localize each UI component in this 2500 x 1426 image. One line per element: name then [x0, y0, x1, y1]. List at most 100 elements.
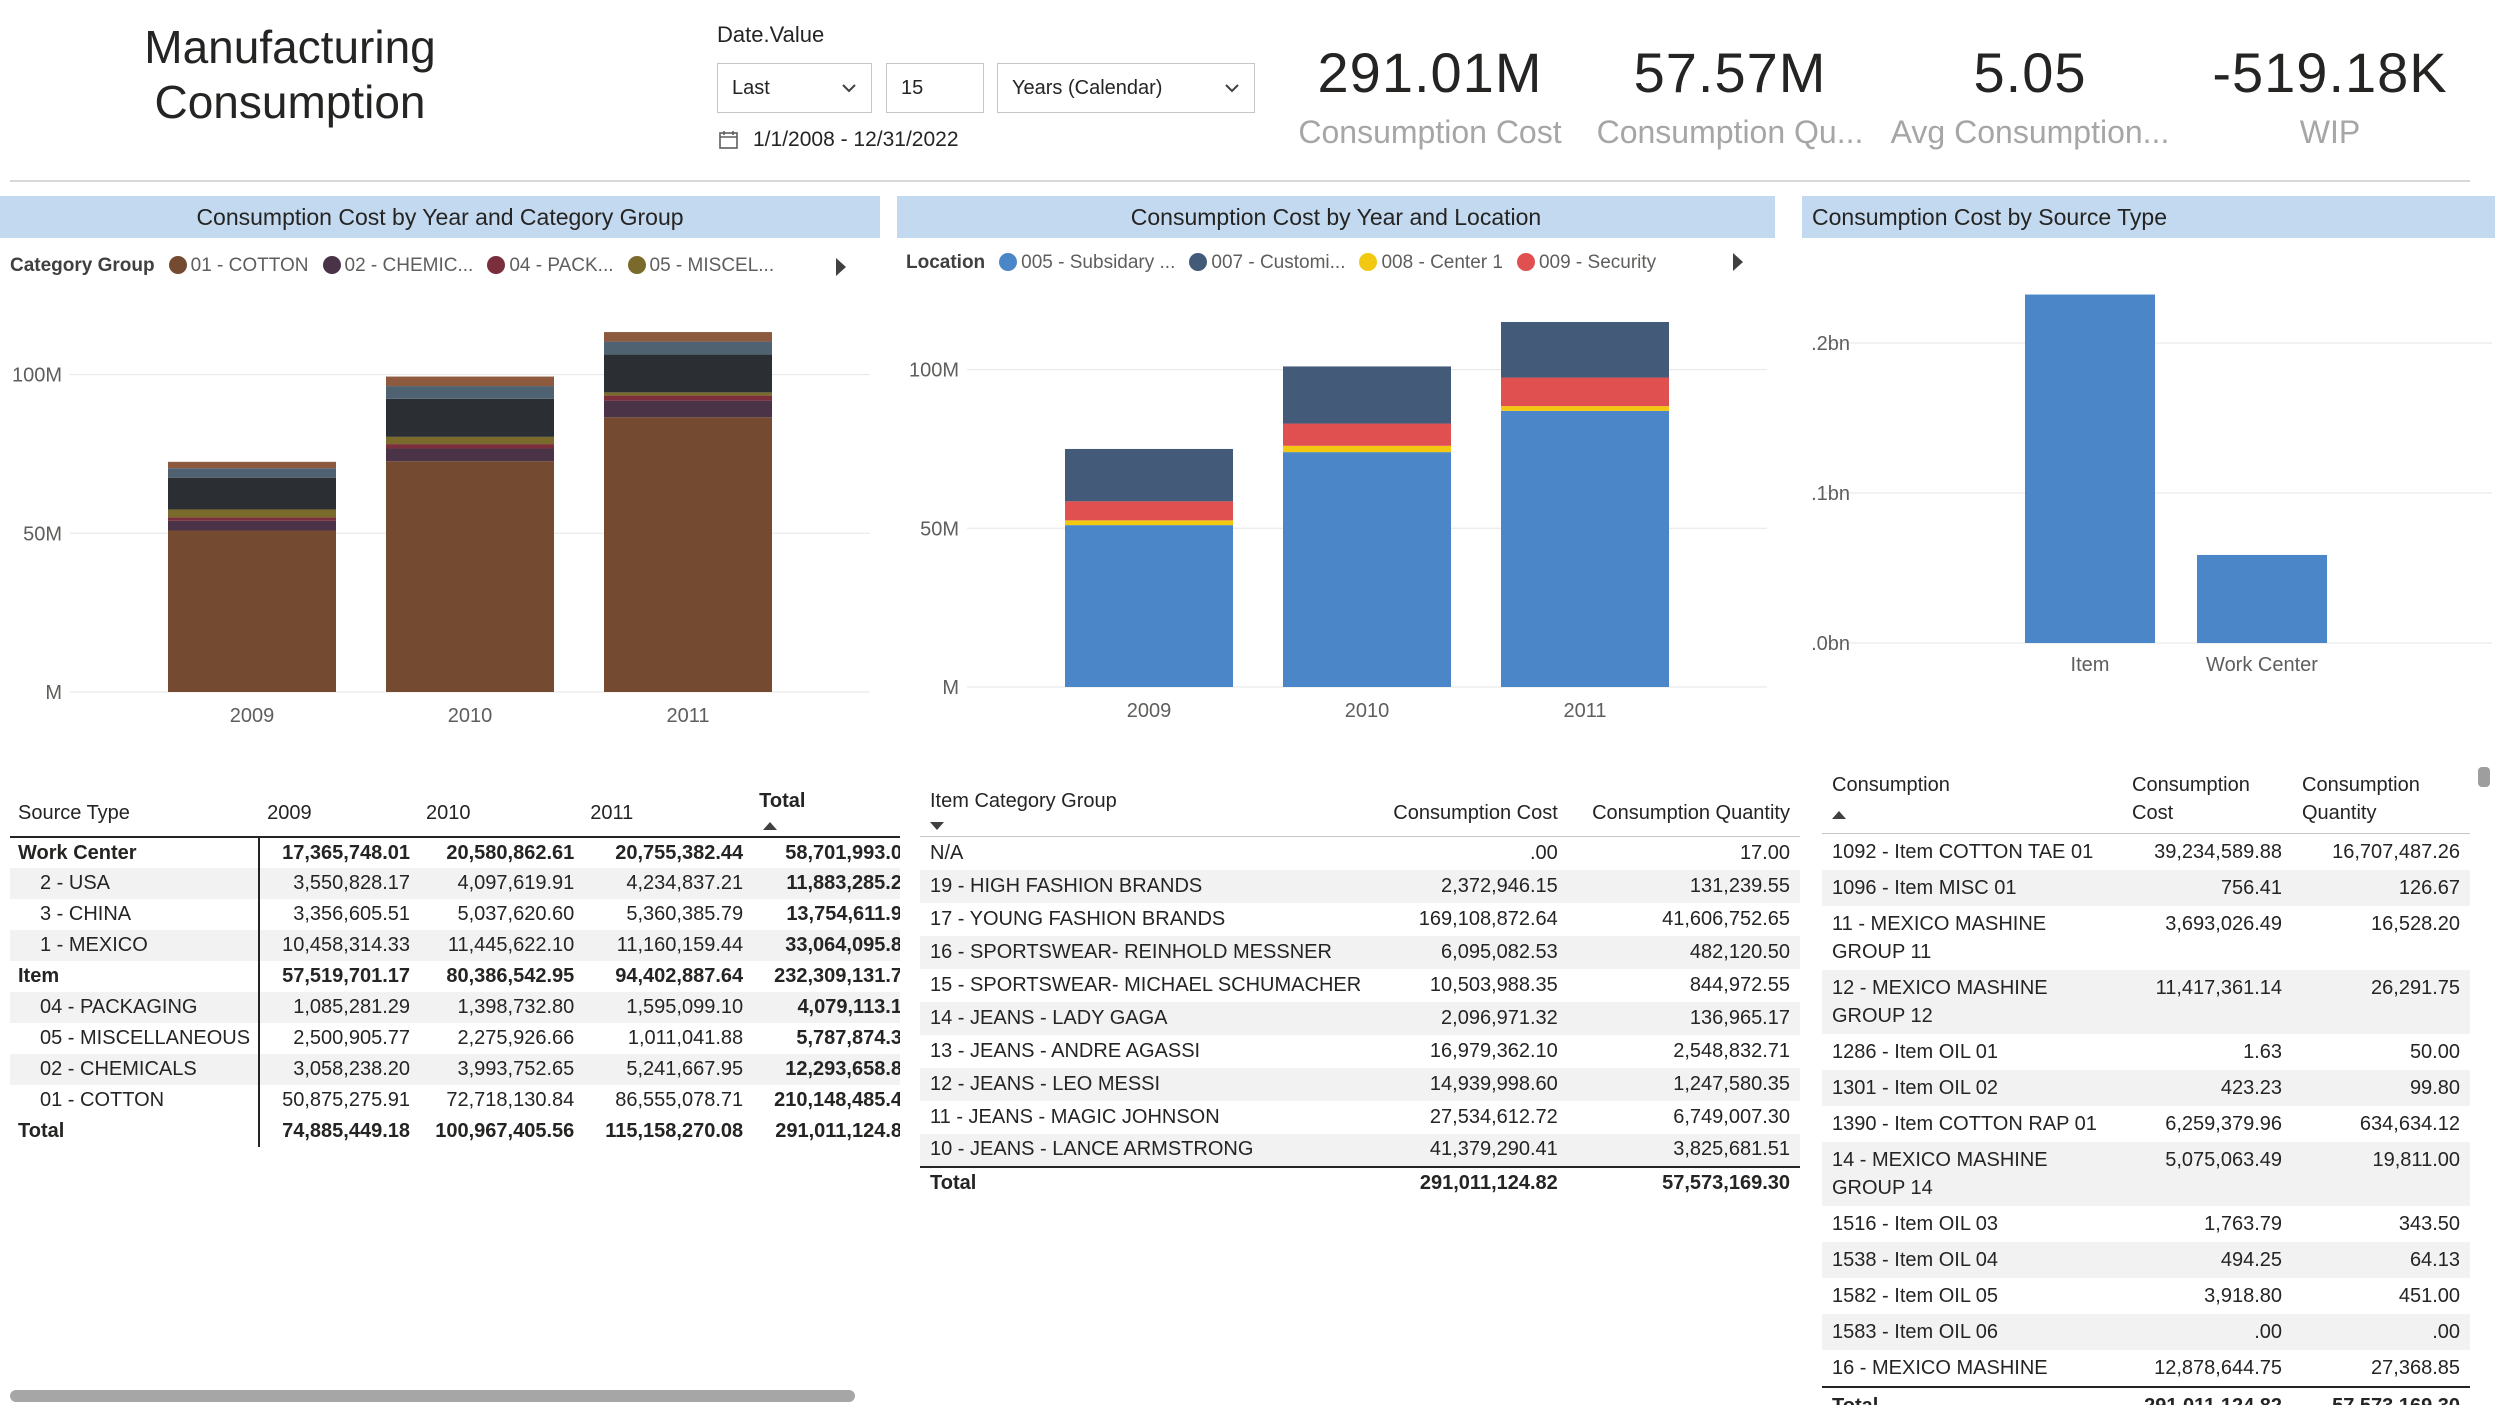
column-header[interactable]: 2010 — [426, 801, 471, 824]
legend-item[interactable]: 05 - MISCEL... — [627, 255, 774, 277]
bar-segment[interactable] — [604, 341, 772, 355]
legend-next-arrow-icon[interactable] — [1733, 253, 1743, 271]
bar-segment[interactable] — [386, 436, 554, 445]
table-row[interactable]: Item 57,519,701.17 80,386,542.95 94,402,887… — [10, 961, 900, 992]
table-row[interactable]: 1301 - Item OIL 02 423.23 99.80 — [1822, 1070, 2470, 1106]
bar-segment[interactable] — [604, 400, 772, 418]
horizontal-scrollbar[interactable] — [10, 1390, 855, 1402]
bar[interactable] — [2197, 554, 2327, 643]
column-header[interactable]: Consumption Cost — [1393, 801, 1558, 824]
legend-item[interactable]: 02 - CHEMIC... — [322, 255, 473, 277]
legend-next-arrow-icon[interactable] — [836, 258, 846, 276]
filter-count-input[interactable]: 15 — [886, 63, 984, 113]
legend-item[interactable]: 01 - COTTON — [168, 255, 309, 277]
bar-segment[interactable] — [604, 354, 772, 393]
legend-item[interactable]: 009 - Security — [1516, 252, 1656, 274]
table-row[interactable]: 2 - USA 3,550,828.17 4,097,619.91 4,234,837… — [10, 868, 900, 899]
column-header[interactable]: Item Category Group — [920, 790, 1371, 837]
table-row[interactable]: 04 - PACKAGING 1,085,281.29 1,398,732.80 1,… — [10, 992, 900, 1023]
table-row[interactable]: 14 - MEXICO MASHINE GROUP 14 5,075,063.49… — [1822, 1142, 2470, 1206]
legend-item[interactable]: 005 - Subsidary ... — [999, 252, 1175, 274]
bar-segment[interactable] — [168, 520, 336, 531]
column-header[interactable]: Source Type — [18, 801, 130, 824]
table-row[interactable]: 11 - JEANS - MAGIC JOHNSON 27,534,612.72 6… — [920, 1101, 1800, 1134]
column-header[interactable]: 2009 — [267, 801, 312, 824]
filter-mode-dropdown[interactable]: Last — [717, 63, 872, 113]
bar-segment[interactable] — [386, 386, 554, 399]
table-row[interactable]: 1096 - Item MISC 01 756.41 126.67 — [1822, 870, 2470, 906]
bar-segment[interactable] — [1283, 452, 1451, 687]
bar-segment[interactable] — [168, 468, 336, 478]
bar-segment[interactable] — [1065, 525, 1233, 687]
table-row[interactable]: 1516 - Item OIL 03 1,763.79 343.50 — [1822, 1206, 2470, 1242]
table-row[interactable]: 1286 - Item OIL 01 1.63 50.00 — [1822, 1034, 2470, 1070]
column-header[interactable]: 2011 — [590, 801, 634, 824]
table-row[interactable]: 1 - MEXICO 10,458,314.33 11,445,622.10 11,1… — [10, 930, 900, 961]
bar-segment[interactable] — [604, 395, 772, 401]
table-row[interactable]: 05 - MISCELLANEOUS 2,500,905.77 2,275,926.… — [10, 1023, 900, 1054]
column-header[interactable]: Consumption Quantity — [2302, 774, 2420, 824]
column-header-total[interactable]: Total — [751, 790, 900, 837]
legend-item[interactable]: 007 - Customi... — [1189, 252, 1345, 274]
bar-segment[interactable] — [386, 376, 554, 387]
kpi-wip[interactable]: -519.18K WIP — [2180, 38, 2480, 151]
table-row[interactable]: 12 - JEANS - LEO MESSI 14,939,998.60 1,247… — [920, 1067, 1800, 1101]
bar-segment[interactable] — [386, 444, 554, 449]
bar-segment[interactable] — [604, 392, 772, 396]
bar[interactable] — [2025, 294, 2155, 643]
table-row[interactable]: 14 - JEANS - LADY GAGA 2,096,971.32 136,96… — [920, 1001, 1800, 1035]
bar-segment[interactable] — [168, 477, 336, 510]
table-row[interactable]: 12 - MEXICO MASHINE GROUP 12 11,417,361.1… — [1822, 970, 2470, 1034]
bar-segment[interactable] — [1501, 377, 1669, 407]
bar-segment[interactable] — [604, 417, 772, 692]
table-row[interactable]: N/A .00 17.00 — [920, 837, 1800, 870]
bar-segment[interactable] — [1283, 423, 1451, 446]
bar-segment[interactable] — [386, 461, 554, 692]
filter-period-dropdown[interactable]: Years (Calendar) — [997, 63, 1255, 113]
kpi-consumption-cost[interactable]: 291.01M Consumption Cost — [1280, 38, 1580, 151]
table-row[interactable]: 10 - JEANS - LANCE ARMSTRONG 41,379,290.4… — [920, 1133, 1800, 1167]
table-row[interactable]: 15 - SPORTSWEAR- MICHAEL SCHUMACHER 10,50… — [920, 969, 1800, 1002]
table-row[interactable]: 1092 - Item COTTON TAE 01 39,234,589.88 16… — [1822, 834, 2470, 871]
bar-segment[interactable] — [168, 517, 336, 521]
bar-segment[interactable] — [1501, 322, 1669, 378]
table-row[interactable]: 16 - SPORTSWEAR- REINHOLD MESSNER 6,095,0… — [920, 935, 1800, 969]
bar-segment[interactable] — [604, 332, 772, 342]
table-row[interactable]: 11 - MEXICO MASHINE GROUP 11 3,693,026.49… — [1822, 906, 2470, 970]
bar-segment[interactable] — [168, 509, 336, 518]
column-header[interactable]: Consumption — [1822, 765, 2122, 834]
bar-segment[interactable] — [1065, 520, 1233, 526]
table-row[interactable]: 16 - MEXICO MASHINE 12,878,644.75 27,368.8… — [1822, 1350, 2470, 1387]
bar-segment[interactable] — [1065, 448, 1233, 502]
table-row[interactable]: 19 - HIGH FASHION BRANDS 2,372,946.15 131,… — [920, 869, 1800, 903]
table-row[interactable]: 1582 - Item OIL 05 3,918.80 451.00 — [1822, 1278, 2470, 1314]
table-row[interactable]: 01 - COTTON 50,875,275.91 72,718,130.84 86,… — [10, 1085, 900, 1116]
table-row[interactable]: 02 - CHEMICALS 3,058,238.20 3,993,752.65 5,… — [10, 1054, 900, 1085]
bar-segment[interactable] — [1283, 445, 1451, 453]
table-row[interactable]: 13 - JEANS - ANDRE AGASSI 16,979,362.10 2,… — [920, 1035, 1800, 1068]
bar-segment[interactable] — [1501, 406, 1669, 411]
bar-segment[interactable] — [386, 398, 554, 437]
table-row[interactable]: Total 74,885,449.18 100,967,405.56 115,158,… — [10, 1116, 900, 1147]
bar-segment[interactable] — [386, 448, 554, 462]
bar-segment[interactable] — [168, 530, 336, 692]
kpi-avg-consumption[interactable]: 5.05 Avg Consumption... — [1880, 38, 2180, 151]
table-row[interactable]: 1390 - Item COTTON RAP 01 6,259,379.96 634… — [1822, 1106, 2470, 1142]
calendar-icon[interactable] — [717, 128, 741, 152]
table-row[interactable]: 3 - CHINA 3,356,605.51 5,037,620.60 5,360,3… — [10, 899, 900, 930]
table-row[interactable]: Work Center 17,365,748.01 20,580,862.61 20,… — [10, 837, 900, 868]
legend-item[interactable]: 008 - Center 1 — [1359, 252, 1503, 274]
column-header[interactable]: Consumption Quantity — [1592, 801, 1790, 824]
bar-segment[interactable] — [1283, 366, 1451, 424]
legend-item[interactable]: 04 - PACK... — [487, 255, 614, 277]
kpi-consumption-quantity[interactable]: 57.57M Consumption Qu... — [1580, 38, 1880, 151]
bar-segment[interactable] — [1065, 501, 1233, 521]
bar-segment[interactable] — [168, 461, 336, 469]
table-row[interactable]: 1538 - Item OIL 04 494.25 64.13 — [1822, 1242, 2470, 1278]
table-row[interactable]: 1583 - Item OIL 06.00.00 — [1822, 1314, 2470, 1350]
column-header[interactable]: Consumption Cost — [2132, 774, 2250, 824]
bar-segment[interactable] — [1501, 410, 1669, 687]
vertical-scrollbar[interactable] — [2478, 767, 2490, 787]
